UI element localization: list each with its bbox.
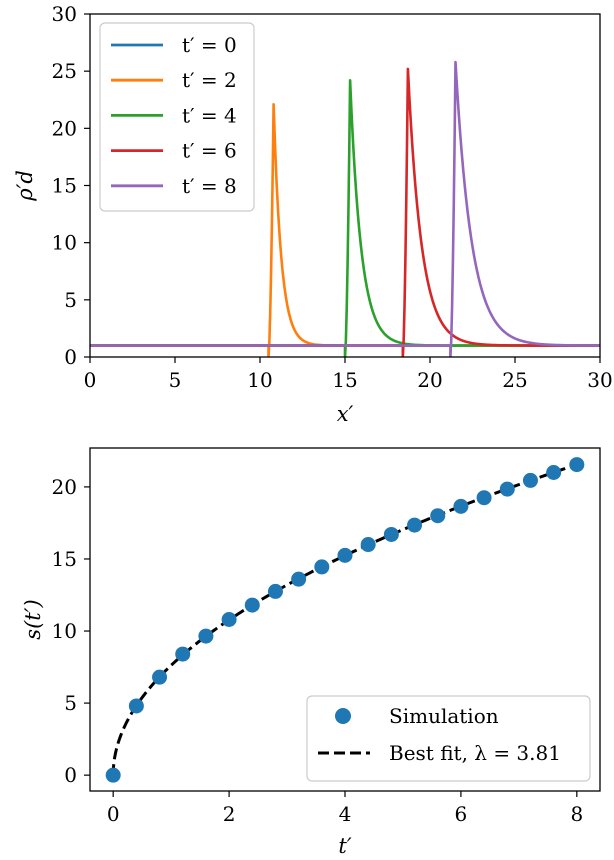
y-tick-label: 0 xyxy=(64,345,77,369)
y-tick-label: 5 xyxy=(64,288,77,312)
simulation-point-3 xyxy=(175,646,191,662)
y-tick-label: 15 xyxy=(52,174,77,198)
legend: t′ = 0 t′ = 2 t′ = 4 t′ = 6 t′ = 8 xyxy=(99,22,255,212)
legend-label-simulation: Simulation xyxy=(389,704,499,728)
y-tick-label: 20 xyxy=(52,116,77,140)
series-line-3 xyxy=(90,67,600,357)
simulation-point-15 xyxy=(453,498,469,514)
y-tick-label: 10 xyxy=(52,619,77,643)
legend: Simulation Best fit, λ = 3.81 xyxy=(306,695,591,782)
legend-label-2: t′ = 4 xyxy=(182,103,237,127)
simulation-point-11 xyxy=(360,537,376,553)
simulation-point-0 xyxy=(105,767,121,783)
legend-marker-simulation xyxy=(335,708,351,724)
simulation-point-6 xyxy=(244,597,260,613)
legend-label-1: t′ = 2 xyxy=(182,68,237,92)
x-tick-label: 0 xyxy=(107,802,120,826)
simulation-point-20 xyxy=(569,457,585,473)
x-axis-label: x′ xyxy=(337,402,354,426)
legend-box xyxy=(99,22,255,212)
simulation-point-12 xyxy=(383,526,399,542)
legend-label-0: t′ = 0 xyxy=(182,33,237,57)
y-tick-label: 5 xyxy=(64,691,77,715)
y-tick-label: 15 xyxy=(52,547,77,571)
simulation-point-4 xyxy=(198,628,214,644)
y-axis-label: ρ′d xyxy=(13,170,37,202)
simulation-point-19 xyxy=(546,465,562,480)
plot-area xyxy=(105,457,585,783)
legend-label-3: t′ = 6 xyxy=(182,139,237,163)
simulation-point-10 xyxy=(337,547,353,563)
simulation-point-16 xyxy=(476,490,492,506)
simulation-point-18 xyxy=(522,472,538,488)
x-tick-label: 10 xyxy=(247,368,272,392)
legend-box xyxy=(306,695,591,782)
y-tick-label: 20 xyxy=(52,475,77,499)
simulation-point-14 xyxy=(430,508,446,524)
y-axis-label: s(t′) xyxy=(21,599,45,639)
front-position-chart: 0 2 4 6 8 0 5 10 15 20 t′ s(t′) Simulation Best fit, … xyxy=(21,447,601,858)
x-tick-label: 30 xyxy=(587,368,612,392)
legend-label-4: t′ = 8 xyxy=(182,174,237,198)
y-tick-label: 0 xyxy=(64,763,77,787)
x-tick-label: 25 xyxy=(502,368,527,392)
y-tick-label: 10 xyxy=(52,231,77,255)
x-tick-label: 15 xyxy=(332,368,357,392)
x-tick-label: 4 xyxy=(339,802,352,826)
simulation-point-9 xyxy=(314,559,330,575)
y-tick-label: 25 xyxy=(52,59,77,83)
simulation-point-5 xyxy=(221,612,237,627)
simulation-point-17 xyxy=(499,481,515,497)
simulation-point-13 xyxy=(407,517,423,533)
simulation-point-1 xyxy=(128,698,144,714)
x-tick-label: 5 xyxy=(169,368,182,392)
legend-label-fit: Best fit, λ = 3.81 xyxy=(389,741,561,765)
y-tick-label: 30 xyxy=(52,2,77,26)
x-axis-label: t′ xyxy=(338,834,351,858)
x-tick-label: 6 xyxy=(455,802,468,826)
simulation-point-8 xyxy=(291,571,307,587)
series-line-4 xyxy=(90,60,600,357)
x-tick-label: 20 xyxy=(417,368,442,392)
simulation-point-2 xyxy=(152,669,168,685)
x-tick-label: 0 xyxy=(84,368,97,392)
plot-area xyxy=(90,60,600,357)
simulation-point-7 xyxy=(267,583,283,599)
x-tick-label: 8 xyxy=(570,802,583,826)
x-tick-label: 2 xyxy=(223,802,236,826)
